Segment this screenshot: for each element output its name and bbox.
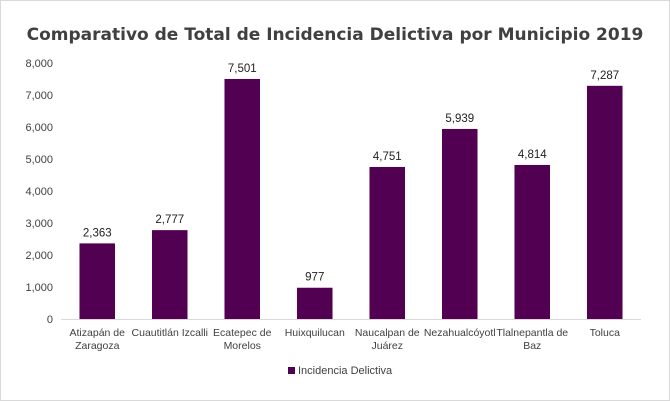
x-axis: Atizapán de Zaragoza Cuautitlán Izcalli Eca… [61,319,641,352]
x-tick-label: Huixquilucan [285,327,345,339]
y-axis: 0 1,000 2,000 3,000 4,000 5,000 6,000 7,000 8,00… [25,58,53,326]
y-tick-label: 1,000 [25,282,53,294]
x-tick-label: Nezahualcóyotl [424,327,496,339]
y-tick-label: 5,000 [25,154,53,166]
data-label: 7,287 [590,70,619,82]
data-label: 4,751 [373,151,402,163]
data-label: 2,777 [155,214,184,226]
bar [369,166,406,319]
y-tick-label: 0 [47,314,53,326]
x-tick-label: Ecatepec de Morelos [213,327,272,352]
legend-swatch [288,367,295,374]
legend: Incidencia Delictiva [288,365,393,377]
y-tick-label: 2,000 [25,250,53,262]
x-tick-label: Naucalpan de Juárez [355,327,420,352]
data-label: 977 [305,272,324,284]
bar [224,78,261,319]
data-label: 7,501 [228,63,257,75]
bar [441,128,478,319]
bar [151,230,188,319]
bar [296,287,333,319]
y-tick-label: 8,000 [25,58,53,70]
y-tick-label: 7,000 [25,90,53,102]
y-tick-label: 4,000 [25,186,53,198]
data-label: 5,939 [445,113,474,125]
y-tick-label: 3,000 [25,218,53,230]
data-labels: 2,363 2,777 7,501 977 4,751 5,939 4,814 7,287 [83,63,619,284]
legend-label: Incidencia Delictiva [298,365,393,377]
x-tick-label: Atizapán de Zaragoza [70,327,126,352]
chart-title: Comparativo de Total de Incidencia Delic… [27,25,644,45]
data-label: 4,814 [518,149,547,161]
x-tick-label: Cuautitlán Izcalli [132,327,208,339]
bar [79,243,116,319]
bar [514,164,551,319]
x-tick-label: Toluca [590,327,621,339]
y-tick-label: 6,000 [25,122,53,134]
bar [586,85,623,319]
bars [79,78,623,319]
data-label: 2,363 [83,227,112,239]
x-tick-label: Tlalnepantla de Baz [496,327,568,352]
